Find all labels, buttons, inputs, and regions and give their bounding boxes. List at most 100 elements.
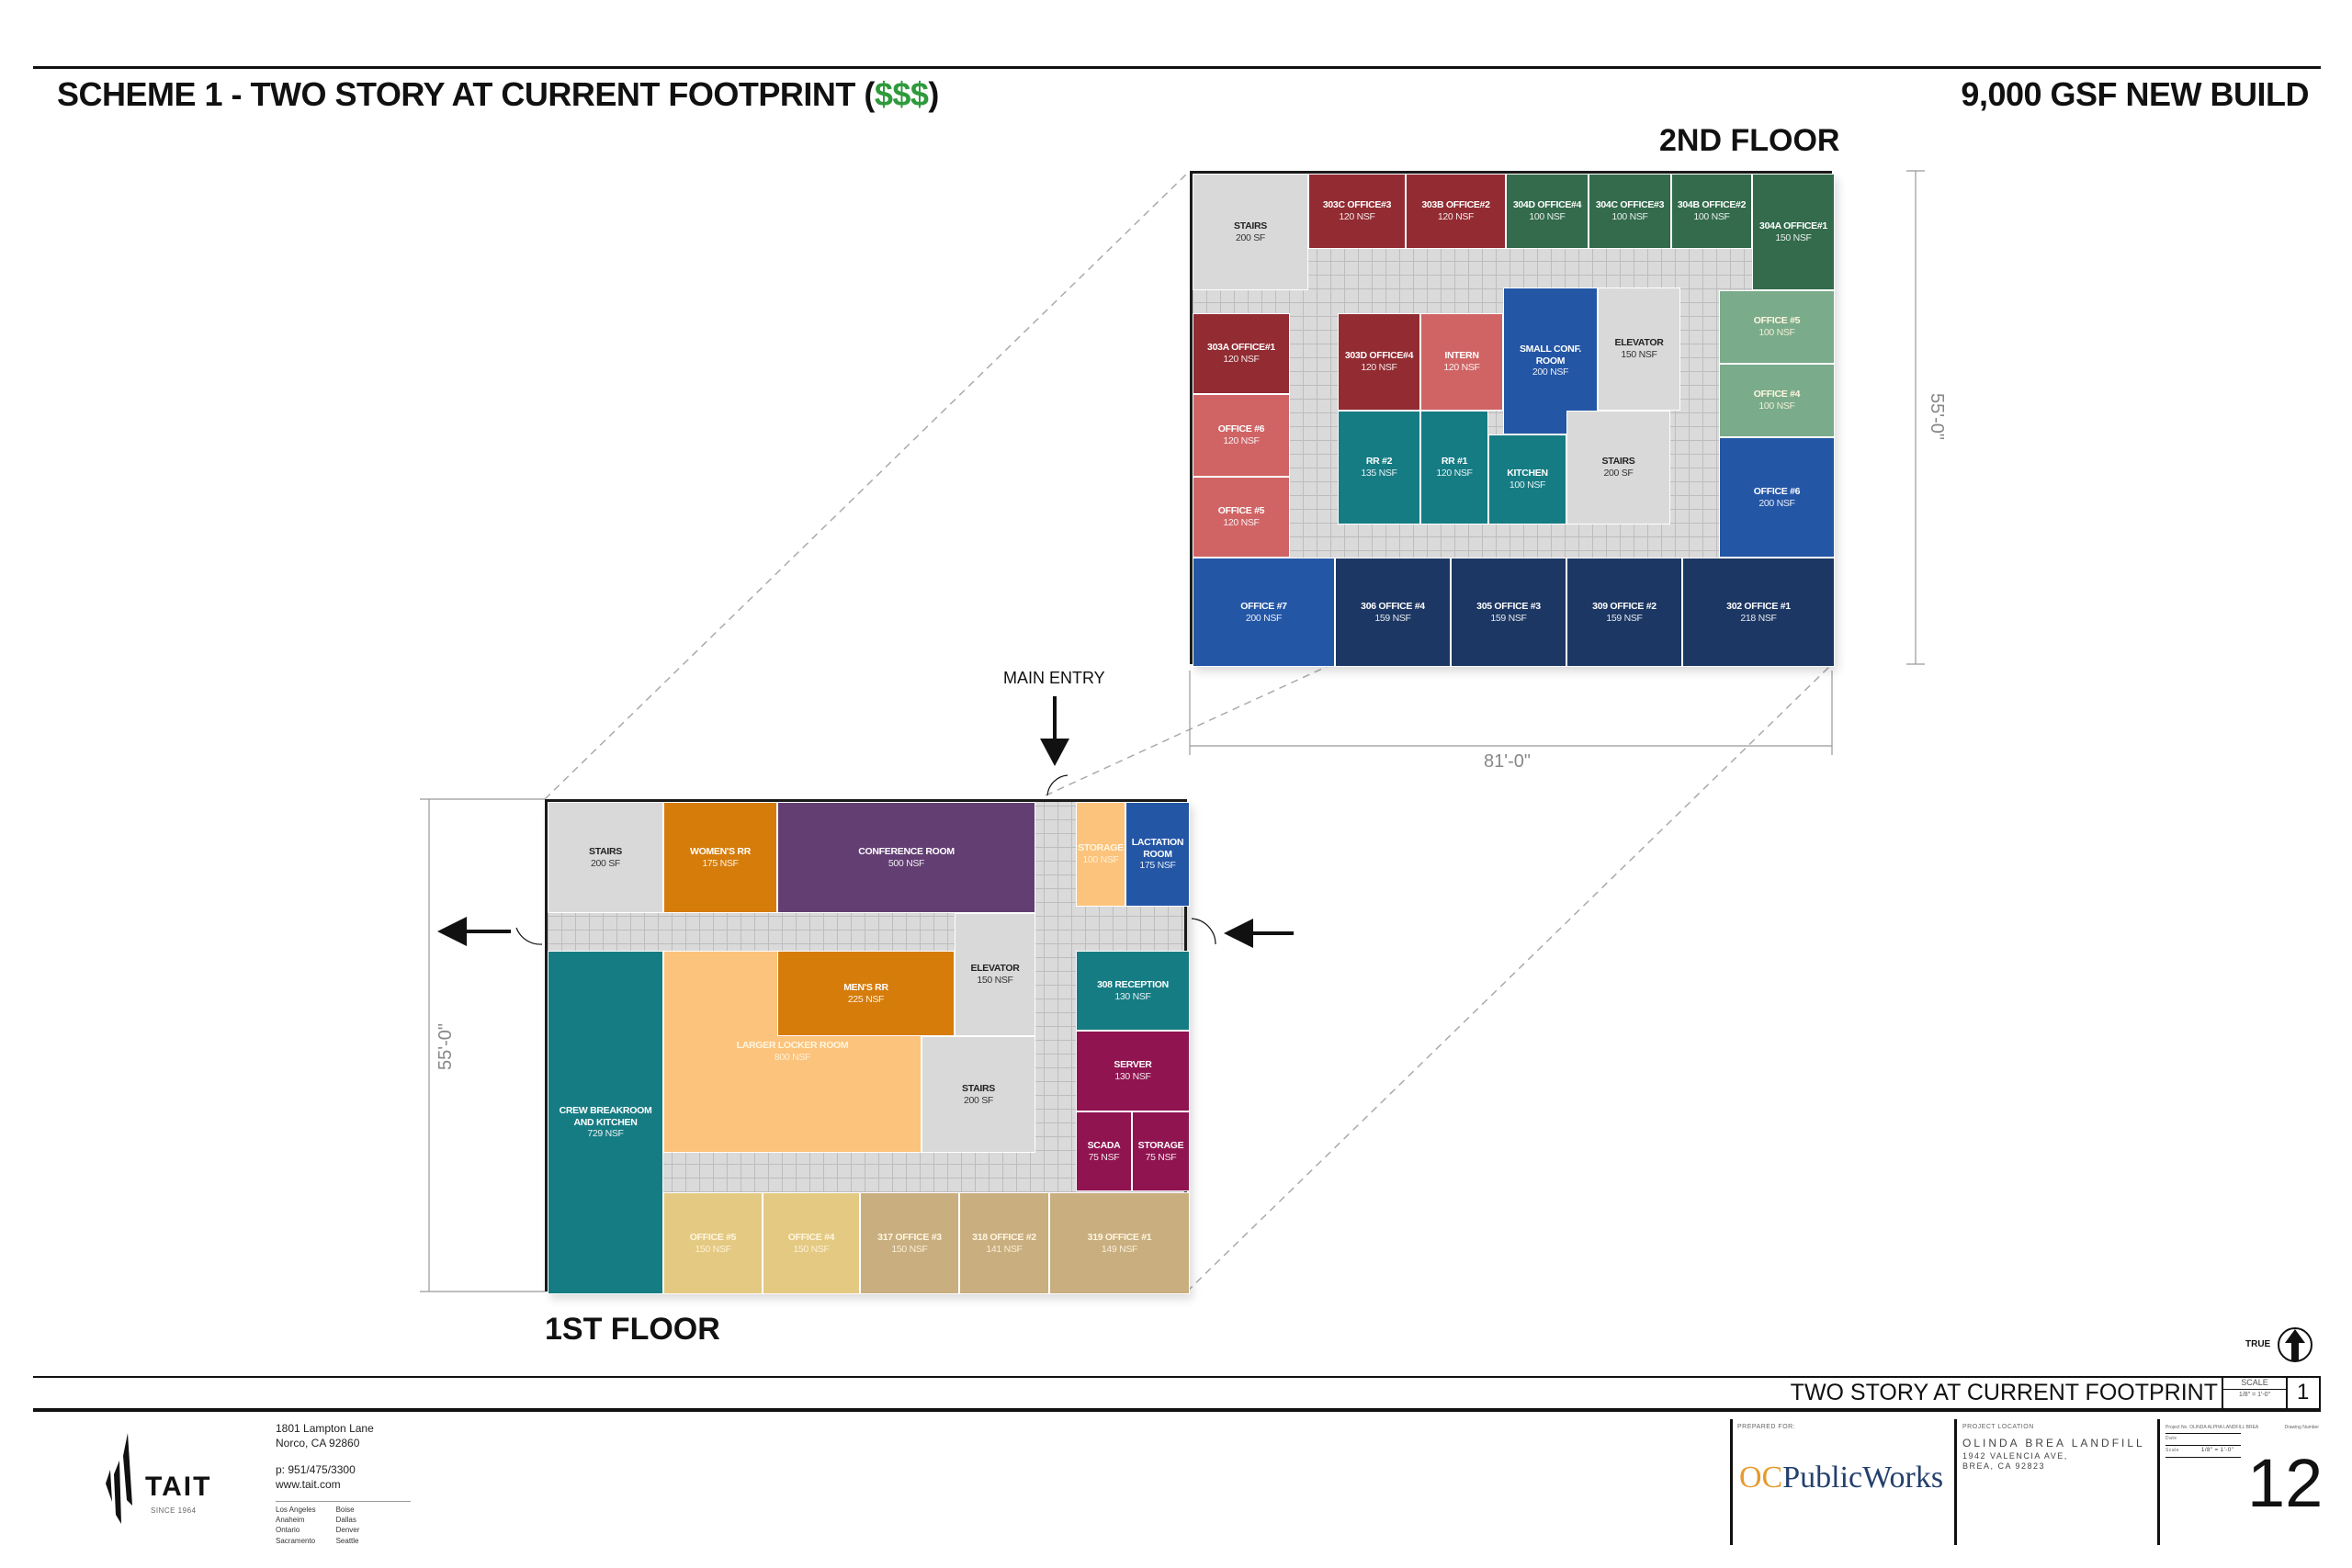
room-name: OFFICE #7 (1240, 600, 1287, 612)
room[interactable]: 303D OFFICE#4 120 NSF (1338, 313, 1420, 411)
room-area: 150 NSF (1621, 349, 1657, 360)
room[interactable]: OFFICE #7 200 NSF (1193, 558, 1335, 667)
info-rule (2165, 1445, 2241, 1446)
dimension-2nd-vertical: 55'-0" (1926, 393, 1947, 440)
project-no-label: Project No. (2165, 1425, 2188, 1430)
room-name: KITCHEN (1507, 468, 1548, 479)
first-floor-plan: STAIRS 200 SF WOMEN'S RR 175 NSF CONFERENCE … (545, 799, 1190, 1294)
projection-line (1186, 663, 1833, 1292)
room-area: 141 NSF (986, 1243, 1023, 1255)
room-name: OFFICE #4 (787, 1231, 835, 1243)
room-area: 225 NSF (847, 993, 885, 1005)
room[interactable]: 318 OFFICE #2 141 NSF (959, 1192, 1049, 1294)
address-line: 1801 Lampton Lane (276, 1422, 374, 1435)
company-website[interactable]: www.tait.com (276, 1477, 341, 1491)
room[interactable]: 306 OFFICE #4 159 NSF (1335, 558, 1451, 667)
room-area: 120 NSF (1223, 354, 1260, 365)
north-arrow-icon (2278, 1327, 2312, 1362)
room[interactable]: ELEVATOR 150 NSF (955, 913, 1035, 1036)
room-area: 218 NSF (1740, 612, 1777, 624)
room-area: 150 NSF (695, 1243, 731, 1255)
room[interactable]: STAIRS 200 SF (548, 802, 663, 913)
room[interactable]: 308 RECEPTION 130 NSF (1076, 951, 1190, 1031)
room-name: SERVER (1114, 1059, 1152, 1071)
room[interactable]: 304B OFFICE#2 100 NSF (1671, 174, 1752, 249)
room[interactable]: 302 OFFICE #1 218 NSF (1682, 558, 1835, 667)
room[interactable]: 303B OFFICE#2 120 NSF (1406, 174, 1506, 249)
room-area: 159 NSF (1374, 612, 1411, 624)
room[interactable]: 317 OFFICE #3 150 NSF (860, 1192, 959, 1294)
room[interactable]: OFFICE #4 150 NSF (763, 1192, 860, 1294)
room[interactable]: 303C OFFICE#3 120 NSF (1308, 174, 1406, 249)
project-address-1: 1942 VALENCIA AVE, (1962, 1451, 2068, 1461)
room-name: MEN'S RR (843, 981, 888, 993)
room[interactable]: KITCHEN 100 NSF (1488, 434, 1566, 525)
room[interactable]: OFFICE #4 100 NSF (1719, 364, 1835, 437)
room-name: 303C OFFICE#3 (1322, 199, 1392, 211)
room-area: 200 SF (590, 857, 621, 869)
dimension-2nd-horizontal: 81'-0" (1484, 751, 1531, 772)
room-name: 304C OFFICE#3 (1595, 199, 1665, 211)
room-area: 100 NSF (1758, 400, 1795, 412)
room[interactable]: SMALL CONF. ROOM 200 NSF (1503, 288, 1598, 434)
room[interactable]: STORAGE 75 NSF (1132, 1111, 1190, 1191)
divider (1730, 1419, 1733, 1545)
room[interactable]: STORAGE 100 NSF (1076, 802, 1125, 907)
build-size-title: 9,000 GSF NEW BUILD (1961, 75, 2309, 113)
room[interactable]: MEN'S RR 225 NSF (777, 951, 955, 1036)
room-name: 305 OFFICE #3 (1476, 600, 1541, 612)
scale-label: SCALE (2223, 1376, 2286, 1390)
room[interactable]: OFFICE #5 120 NSF (1193, 477, 1290, 558)
room[interactable]: 304A OFFICE#1 150 NSF (1752, 174, 1835, 290)
room-name: 309 OFFICE #2 (1592, 600, 1657, 612)
room[interactable]: CONFERENCE ROOM 500 NSF (777, 802, 1035, 913)
room-area: 200 SF (1603, 468, 1634, 479)
room[interactable]: STAIRS 200 SF (922, 1036, 1035, 1153)
room-area: 500 NSF (888, 857, 925, 869)
room[interactable]: OFFICE #6 120 NSF (1193, 394, 1290, 477)
room[interactable]: 304D OFFICE#4 100 NSF (1506, 174, 1589, 249)
prepared-for-label: PREPARED FOR: (1737, 1424, 1796, 1430)
room-area: 150 NSF (1775, 231, 1812, 243)
room[interactable]: 304C OFFICE#3 100 NSF (1589, 174, 1671, 249)
second-floor-label: 2ND FLOOR (1659, 123, 1840, 158)
room[interactable]: OFFICE #5 100 NSF (1719, 290, 1835, 364)
room-area: 100 NSF (1693, 211, 1730, 222)
office-city: Seattle (335, 1536, 359, 1545)
room[interactable]: 305 OFFICE #3 159 NSF (1451, 558, 1566, 667)
room[interactable]: ELEVATOR 150 NSF (1598, 288, 1680, 411)
room[interactable]: WOMEN'S RR 175 NSF (663, 802, 777, 913)
info-rule (2165, 1433, 2241, 1434)
room[interactable]: CREW BREAKROOM AND KITCHEN 729 NSF (548, 951, 663, 1294)
client-logo-text: PublicWorks (1782, 1461, 1944, 1495)
client-logo-prefix: OC (1739, 1461, 1783, 1495)
room-name: INTERN (1444, 350, 1479, 362)
room-area: 100 NSF (1082, 854, 1119, 865)
room[interactable]: STAIRS 200 SF (1193, 174, 1308, 290)
room-name: 304D OFFICE#4 (1512, 199, 1582, 211)
room[interactable]: OFFICE #5 150 NSF (663, 1192, 763, 1294)
room[interactable]: RR #1 120 NSF (1420, 411, 1488, 525)
project-location-label: PROJECT LOCATION (1962, 1424, 2034, 1430)
room[interactable]: OFFICE #6 200 NSF (1719, 437, 1835, 558)
room[interactable]: 319 OFFICE #1 149 NSF (1049, 1192, 1190, 1294)
room[interactable]: SERVER 130 NSF (1076, 1031, 1190, 1111)
room-name: RR #2 (1365, 456, 1393, 468)
room-name: SCADA (1087, 1139, 1121, 1151)
room[interactable]: RR #2 135 NSF (1338, 411, 1420, 525)
room[interactable]: 303A OFFICE#1 120 NSF (1193, 313, 1290, 394)
room[interactable]: STAIRS 200 SF (1566, 411, 1670, 525)
room[interactable]: SCADA 75 NSF (1076, 1111, 1132, 1191)
scale-field-label: Scale (2165, 1448, 2180, 1453)
room-name: RR #1 (1441, 456, 1468, 468)
room-area: 120 NSF (1223, 517, 1260, 528)
room-area: 120 NSF (1223, 435, 1260, 446)
room[interactable]: INTERN 120 NSF (1420, 313, 1503, 411)
room-area: 150 NSF (891, 1243, 928, 1255)
room-name: OFFICE #5 (1217, 505, 1265, 517)
second-floor-plan: STAIRS 200 SF 303C OFFICE#3 120 NSF 303B OFF… (1190, 171, 1835, 667)
scale-field-value: 1/8" = 1'-0" (2201, 1448, 2234, 1453)
room[interactable]: 309 OFFICE #2 159 NSF (1566, 558, 1682, 667)
room-area: 159 NSF (1606, 612, 1643, 624)
room[interactable]: LACTATION ROOM 175 NSF (1125, 802, 1190, 907)
